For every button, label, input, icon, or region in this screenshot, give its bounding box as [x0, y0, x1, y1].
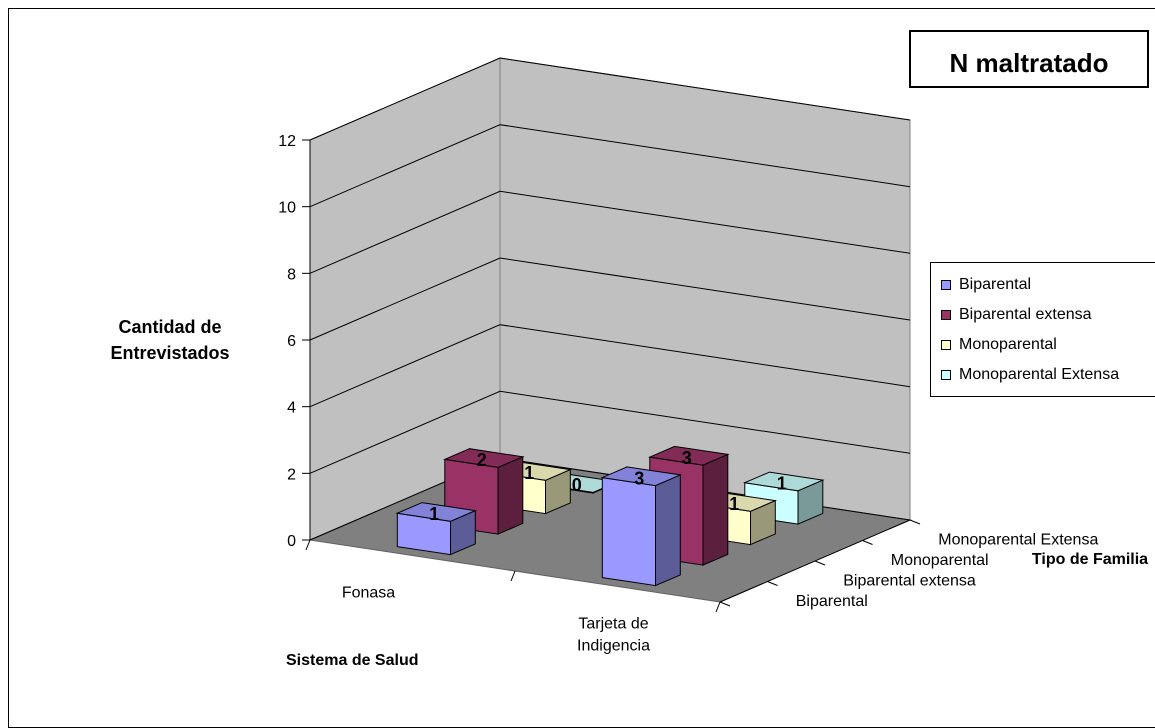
gridline	[309, 324, 911, 408]
y-tick-label: 10	[278, 200, 296, 217]
depth-tick-mark	[719, 601, 731, 607]
depth-axis-line	[719, 519, 911, 603]
legend: Biparental Biparental extensa Monoparent…	[930, 262, 1155, 397]
legend-swatch-monoparental-extensa	[941, 370, 951, 380]
depth-tick-label: Monoparental Extensa	[938, 531, 1098, 548]
bar-biparental-1: 3	[600, 466, 683, 587]
legend-swatch-biparental	[941, 280, 951, 290]
y-tick-label: 8	[287, 266, 296, 283]
y-tick-label: 2	[287, 466, 296, 483]
y-tick-label: 0	[287, 533, 296, 550]
x-axis-ticks: Fonasa Tarjeta de Indigencia	[305, 539, 721, 655]
bar-side	[702, 453, 729, 566]
legend-item-monoparental-extensa: Monoparental Extensa	[941, 365, 1119, 385]
depth-tick-mark	[814, 560, 826, 566]
legend-label-monoparental-extensa: Monoparental Extensa	[959, 366, 1120, 383]
x-tick-mark	[715, 601, 721, 613]
chart-title-box: N maltratado	[909, 30, 1149, 88]
bar-data-label: 0	[572, 475, 582, 495]
legend-item-monoparental: Monoparental	[941, 335, 1057, 355]
depth-axis-label: Tipo de Familia	[1031, 551, 1149, 568]
legend-item-biparental-extensa: Biparental extensa	[941, 305, 1092, 325]
bar-data-label: 2	[477, 450, 487, 470]
bar-data-label: 1	[729, 494, 739, 514]
depth-tick-mark	[767, 581, 778, 586]
x-tick-mark	[305, 539, 311, 551]
legend-label-monoparental: Monoparental	[959, 336, 1057, 353]
x-tick-label: Tarjeta de Indigencia	[577, 616, 650, 655]
y-tick-label: 6	[287, 333, 296, 350]
x-tick-mark	[510, 570, 516, 582]
bar-data-label: 1	[429, 504, 439, 524]
y-axis-label: Cantidad de Entrevistados	[110, 317, 230, 363]
y-axis-ticks: 0 2 4 6 8 10 12	[278, 133, 311, 550]
depth-axis-ticks: Biparental Biparental extensa Monoparental…	[719, 519, 1098, 610]
legend-swatch-monoparental	[941, 340, 951, 350]
depth-tick-label: Biparental extensa	[843, 572, 976, 589]
chart-title: N maltratado	[949, 48, 1109, 78]
bar-data-label: 3	[682, 448, 692, 468]
bar-side	[497, 456, 524, 535]
x-axis-label: Sistema de Salud	[286, 652, 419, 669]
bar-data-label: 1	[777, 473, 787, 493]
gridline	[309, 57, 911, 141]
bar-top	[742, 471, 825, 492]
bar-top	[442, 448, 525, 468]
x-tick-label: Fonasa	[342, 585, 395, 602]
chart-bars: 0 1 1 1 2 3 1 3	[395, 445, 825, 587]
legend-label-biparental-extensa: Biparental extensa	[959, 306, 1092, 323]
bar-top	[600, 466, 683, 487]
legend-swatch-biparental-extensa	[941, 310, 951, 320]
gridline	[309, 257, 911, 341]
depth-tick-mark	[909, 519, 921, 525]
depth-tick-label: Biparental	[796, 593, 868, 610]
y-tick-label: 4	[287, 400, 296, 417]
legend-label-biparental: Biparental	[959, 276, 1032, 293]
bar-side	[655, 474, 681, 587]
depth-tick-mark	[862, 540, 873, 545]
y-tick-label: 12	[278, 133, 296, 150]
legend-item-biparental: Biparental	[941, 275, 1031, 295]
gridline	[309, 124, 911, 208]
gridline	[309, 190, 911, 274]
bar-top	[395, 502, 478, 522]
gridline	[309, 390, 911, 474]
chart-gridlines	[309, 57, 911, 541]
depth-tick-label: Monoparental	[891, 552, 989, 569]
bar-data-label: 3	[634, 468, 644, 488]
bar-data-label: 1	[524, 463, 534, 483]
bar-biparental-0: 1	[395, 502, 478, 556]
bar-top	[647, 445, 730, 466]
bar-front	[601, 477, 656, 587]
